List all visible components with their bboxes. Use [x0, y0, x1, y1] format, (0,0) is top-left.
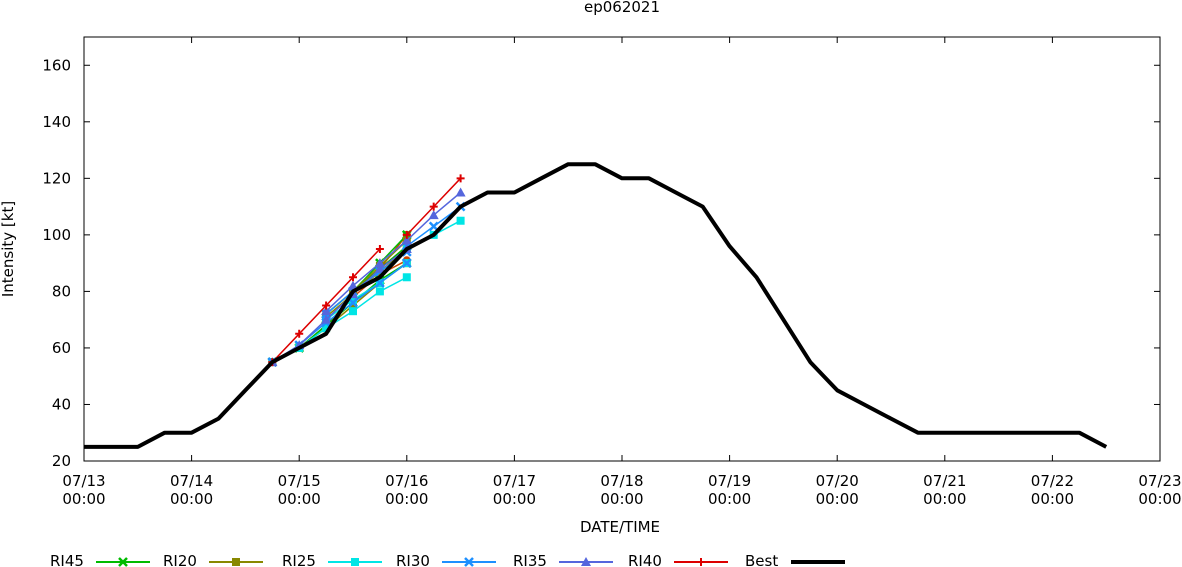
y-tick-label: 160 — [42, 56, 71, 74]
marker-square — [402, 273, 411, 282]
x-tick-date: 07/19 — [708, 472, 751, 490]
x-tick-time: 00:00 — [493, 490, 536, 508]
marker-square — [349, 301, 357, 310]
marker-triangle — [321, 314, 332, 324]
x-tick-time: 00:00 — [816, 490, 859, 508]
marker-plus — [429, 202, 438, 211]
marker-x — [118, 557, 128, 567]
marker-square — [375, 287, 384, 296]
marker-triangle — [581, 557, 591, 566]
x-tick-date: 07/13 — [62, 472, 105, 490]
y-tick-label: 120 — [42, 169, 71, 187]
marker-x — [464, 557, 474, 567]
y-tick-label: 60 — [52, 339, 71, 357]
y-tick-label: 80 — [52, 282, 71, 300]
x-tick-time: 00:00 — [62, 490, 105, 508]
x-tick-time: 00:00 — [278, 490, 321, 508]
marker-plus — [456, 174, 465, 183]
series-layer — [84, 162, 1108, 449]
marker-triangle — [348, 280, 358, 290]
x-tick-date: 07/20 — [816, 472, 859, 490]
chart-title: ep062021 — [584, 0, 660, 16]
x-tick-date: 07/18 — [600, 472, 643, 490]
x-tick-time: 00:00 — [708, 490, 751, 508]
x-tick-time: 00:00 — [600, 490, 643, 508]
marker-x — [428, 221, 439, 232]
x-tick-date: 07/15 — [278, 472, 321, 490]
legend-label-best: Best — [745, 552, 778, 567]
marker-triangle — [374, 258, 385, 268]
marker-x — [401, 258, 412, 269]
x-tick-date: 07/23 — [1138, 472, 1181, 490]
marker-triangle — [455, 187, 466, 197]
marker-plus — [295, 329, 304, 338]
marker-plus — [322, 301, 331, 310]
legend-label-ri45: RI45 — [50, 552, 84, 567]
x-tick-time: 00:00 — [170, 490, 213, 508]
axes: 2040608010012014016007/1300:0007/1400:00… — [42, 37, 1182, 508]
x-axis-label: DATE/TIME — [580, 518, 660, 536]
marker-square — [351, 558, 359, 566]
marker-plus — [697, 558, 705, 566]
series-best-track — [84, 162, 1108, 449]
marker-triangle — [428, 210, 439, 220]
legend: RI45 RI20 RI25 RI30 RI35 RI40 Best — [50, 552, 845, 567]
legend-label-ri40: RI40 — [628, 552, 662, 567]
marker-triangle — [401, 235, 412, 245]
series-line — [325, 239, 408, 312]
y-tick-label: 40 — [52, 395, 71, 413]
plot-frame — [83, 36, 1161, 462]
legend-label-ri30: RI30 — [396, 552, 430, 567]
marker-square — [232, 558, 240, 566]
x-tick-time: 00:00 — [1031, 490, 1074, 508]
marker-triangle — [321, 306, 332, 316]
marker-triangle — [374, 263, 385, 273]
legend-label-ri35: RI35 — [513, 552, 547, 567]
series-best — [268, 174, 465, 367]
x-tick-time: 00:00 — [385, 490, 428, 508]
marker-x — [348, 297, 358, 308]
x-tick-date: 07/21 — [923, 472, 966, 490]
series-line — [84, 162, 1108, 449]
y-tick-label: 100 — [42, 226, 71, 244]
series-ri40 — [267, 187, 466, 367]
y-tick-label: 140 — [42, 113, 71, 131]
y-tick-label: 20 — [52, 452, 71, 470]
y-axis-label: Intensity [kt] — [0, 201, 17, 297]
marker-plus — [375, 245, 384, 253]
marker-square — [456, 216, 465, 225]
marker-square — [349, 295, 357, 304]
x-tick-date: 07/17 — [493, 472, 536, 490]
x-tick-date: 07/16 — [385, 472, 428, 490]
marker-plus — [349, 273, 357, 282]
x-tick-date: 07/22 — [1031, 472, 1074, 490]
legend-label-ri25: RI25 — [282, 552, 316, 567]
x-tick-date: 07/14 — [170, 472, 213, 490]
marker-plus — [402, 230, 411, 239]
marker-square — [322, 324, 331, 333]
legend-label-ri20: RI20 — [163, 552, 197, 567]
x-tick-time: 00:00 — [923, 490, 966, 508]
series-line — [271, 248, 408, 363]
x-tick-time: 00:00 — [1138, 490, 1181, 508]
marker-square — [349, 307, 357, 316]
